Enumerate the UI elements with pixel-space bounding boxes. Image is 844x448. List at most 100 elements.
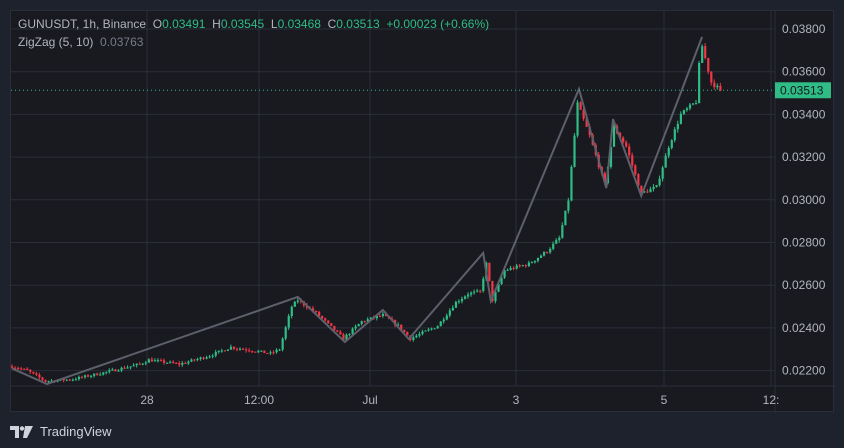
candle-down xyxy=(62,378,65,381)
indicator-legend[interactable]: ZigZag (5, 10) 0.03763 xyxy=(18,35,143,49)
candle-down xyxy=(232,346,236,349)
candle-up xyxy=(369,317,372,320)
candle-up xyxy=(476,290,479,292)
close-value: 0.03513 xyxy=(336,17,380,31)
candle-up xyxy=(685,108,689,111)
candle-down xyxy=(400,324,403,330)
candle-up xyxy=(93,373,96,376)
candle-up xyxy=(691,103,695,105)
candle-up xyxy=(153,360,157,362)
candle-up xyxy=(284,327,287,339)
candle-down xyxy=(582,109,585,119)
change-value: +0.00023 (+0.66%) xyxy=(386,17,490,31)
candle-up xyxy=(445,315,448,320)
candle-up xyxy=(129,366,132,368)
candle-up xyxy=(457,301,461,303)
candle-down xyxy=(704,46,707,58)
candle-up xyxy=(500,277,503,284)
candle-up xyxy=(50,380,53,382)
candle-up xyxy=(701,46,704,63)
candle-down xyxy=(175,362,178,364)
candle-down xyxy=(184,362,187,364)
candle-up xyxy=(539,255,543,258)
candle-down xyxy=(254,351,257,353)
candle-down xyxy=(138,363,141,365)
candle-up xyxy=(269,352,272,354)
candle-down xyxy=(32,371,35,374)
price-tick-label: 0.03400 xyxy=(782,107,826,121)
candle-down xyxy=(35,373,38,375)
candle-up xyxy=(695,102,698,104)
tradingview-logo-icon xyxy=(10,425,33,438)
candle-up xyxy=(658,178,661,186)
candle-down xyxy=(628,146,631,156)
candle-up xyxy=(543,251,546,256)
time-tick-label: 12:00 xyxy=(244,393,274,407)
candle-down xyxy=(619,132,622,138)
candle-up xyxy=(357,324,360,327)
candle-up xyxy=(132,365,135,367)
candle-up xyxy=(345,334,348,340)
time-tick-label: 3 xyxy=(513,393,520,407)
candle-up xyxy=(296,300,299,302)
candle-down xyxy=(223,350,226,352)
last-price-label: 0.03513 xyxy=(780,83,824,97)
candle-up xyxy=(147,359,150,363)
candle-down xyxy=(11,366,14,368)
chart-panel[interactable]: 0.03800 0.03600 0.03400 0.03200 0.03000 0.028… xyxy=(10,10,835,413)
candle-up xyxy=(698,62,701,103)
candle-up xyxy=(287,316,290,328)
candle-down xyxy=(14,367,17,369)
candle-down xyxy=(585,118,588,127)
candle-up xyxy=(567,200,570,211)
candle-up xyxy=(430,328,433,330)
candle-down xyxy=(26,368,29,371)
candle-up xyxy=(424,330,427,332)
candle-up xyxy=(652,186,655,190)
candle-down xyxy=(193,359,196,361)
candle-up xyxy=(187,361,190,364)
candle-up xyxy=(470,292,473,295)
candle-up xyxy=(397,324,400,326)
time-tick-label: 12: xyxy=(763,393,780,407)
candle-up xyxy=(290,306,293,317)
candle-up xyxy=(664,155,667,168)
symbol-label[interactable]: GUNUSDT, 1h, Binance xyxy=(18,17,147,31)
candle-up xyxy=(460,298,464,302)
candle-up xyxy=(670,140,673,149)
time-tick-label: 28 xyxy=(140,393,154,407)
candle-up xyxy=(716,85,719,88)
indicator-value: 0.03763 xyxy=(100,35,144,49)
last-price-badge xyxy=(775,82,831,99)
candle-up xyxy=(351,328,354,335)
candle-up xyxy=(90,375,93,377)
candle-down xyxy=(719,85,722,91)
candle-down xyxy=(518,265,521,267)
candle-up xyxy=(436,326,439,329)
candle-up xyxy=(144,362,147,364)
price-tick-label: 0.03200 xyxy=(782,150,826,164)
candle-up xyxy=(102,372,105,375)
candle-up xyxy=(211,355,214,357)
candle-up xyxy=(375,315,378,319)
candle-up xyxy=(564,210,567,226)
candle-up xyxy=(120,367,123,371)
price-tick-label: 0.02200 xyxy=(782,364,826,378)
candle-up xyxy=(676,123,679,130)
candle-up xyxy=(536,257,540,261)
candle-down xyxy=(178,363,181,365)
candle-up xyxy=(169,361,172,363)
candle-up xyxy=(609,146,613,167)
price-tick-label: 0.02600 xyxy=(782,278,826,292)
candle-down xyxy=(23,368,26,370)
price-chart[interactable]: 0.03800 0.03600 0.03400 0.03200 0.03000 0.028… xyxy=(11,11,835,413)
candle-down xyxy=(579,102,582,110)
candle-up xyxy=(99,374,102,376)
candle-up xyxy=(196,359,199,361)
candle-down xyxy=(403,329,406,332)
candle-up xyxy=(509,267,512,270)
candle-down xyxy=(80,376,84,378)
tradingview-logo[interactable]: TradingView xyxy=(10,424,112,439)
candle-down xyxy=(631,155,634,166)
open-value: 0.03491 xyxy=(162,17,206,31)
